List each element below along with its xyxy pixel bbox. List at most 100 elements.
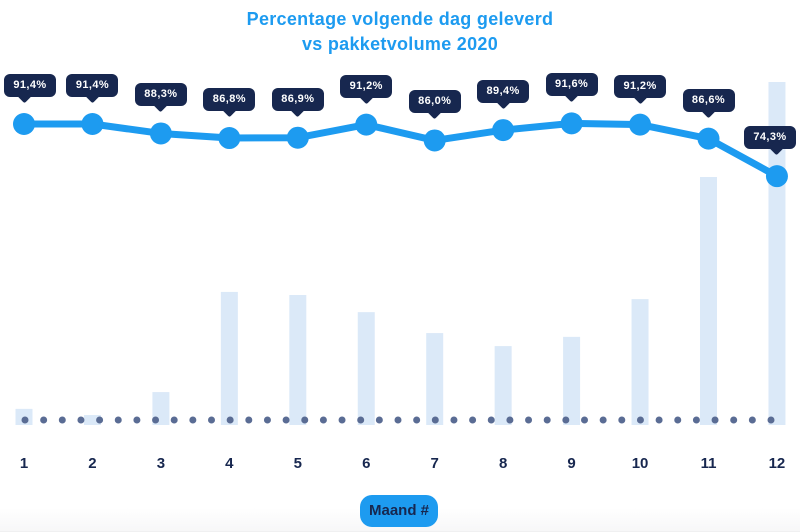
baseline-dot: [618, 416, 626, 424]
baseline-dot: [767, 416, 775, 424]
volume-bar: [631, 299, 649, 425]
baseline-dot: [375, 416, 383, 424]
baseline-dot: [506, 416, 514, 424]
chart-title-line1: Percentage volgende dag geleverd: [246, 9, 554, 29]
baseline-dot: [487, 416, 495, 424]
baseline-dot: [77, 416, 85, 424]
badge-label: 86,6%: [691, 93, 726, 106]
volume-bar: [426, 333, 444, 425]
baseline-dot: [450, 416, 458, 424]
baseline-dot: [730, 416, 738, 424]
volume-bar: [494, 346, 512, 425]
value-badge-9: 91,6%: [545, 73, 598, 103]
x-axis-label-1: 1: [19, 455, 29, 472]
value-badge-6: 91,2%: [340, 74, 393, 104]
badge-label: 74,3%: [753, 131, 787, 144]
line-point: [149, 122, 172, 145]
baseline-dot: [189, 416, 197, 424]
x-axis-label-12: 12: [768, 455, 786, 472]
volume-bar: [289, 295, 307, 425]
line-point: [423, 129, 446, 152]
x-axis-label-3: 3: [156, 455, 166, 472]
baseline-dot: [208, 416, 215, 424]
badge-label: 86,8%: [212, 93, 246, 106]
baseline-dot: [40, 416, 48, 424]
percentage-line: [20, 119, 781, 180]
baseline-dot: [263, 416, 271, 424]
baseline-dot: [133, 416, 141, 424]
baseline-dot: [301, 416, 309, 424]
x-axis-label-7: 7: [430, 455, 439, 472]
volume-bar: [83, 415, 101, 425]
badge-label: 91,4%: [75, 79, 110, 91]
baseline-dot: [692, 416, 700, 424]
chart-title-line2: vs pakketvolume 2020: [301, 34, 499, 54]
line-point: [765, 165, 788, 188]
x-axis-label-9: 9: [567, 455, 576, 472]
baseline-dot: [711, 416, 719, 424]
badge-label: 91,2%: [623, 79, 657, 92]
x-axis-label-6: 6: [362, 455, 371, 472]
value-badge-1: 91,4%: [4, 74, 56, 104]
baseline-dot: [319, 416, 327, 424]
baseline-dot: [636, 416, 644, 424]
value-badge-4: 86,8%: [203, 88, 256, 118]
volume-bar: [563, 336, 581, 425]
badge-label: 86,0%: [418, 95, 452, 108]
line-point: [286, 126, 309, 149]
volume-bar: [357, 312, 375, 425]
baseline-dot: [655, 416, 663, 424]
value-badge-5: 86,9%: [271, 87, 324, 117]
baseline-dot: [226, 416, 234, 424]
baseline-dot: [170, 416, 178, 424]
line-point: [218, 127, 241, 150]
x-axis-label-11: 11: [700, 455, 717, 472]
value-badge-12: 74,3%: [744, 126, 796, 156]
baseline-dot: [431, 416, 439, 424]
x-axis-label-2: 2: [88, 455, 97, 472]
value-badge-11: 86,6%: [682, 88, 735, 118]
baseline-dot: [114, 416, 122, 424]
x-axis-label-10: 10: [631, 455, 649, 472]
volume-bar: [700, 177, 717, 425]
baseline-dot: [357, 416, 365, 424]
baseline-dot: [525, 416, 533, 424]
line-point: [81, 113, 104, 135]
badge-label: 89,4%: [486, 85, 520, 98]
baseline-dot: [748, 416, 756, 424]
baseline-dot: [21, 416, 29, 424]
value-badge-7: 86,0%: [408, 90, 461, 120]
baseline-dot: [338, 416, 346, 424]
baseline-dot: [152, 416, 160, 424]
baseline-dot: [282, 416, 290, 424]
badge-label: 91,2%: [349, 79, 383, 92]
baseline-dot: [599, 416, 607, 424]
chart-title: Percentage volgende dag geleverd vs pakk…: [0, 7, 800, 57]
baseline-dot: [245, 416, 253, 424]
baseline-dot: [543, 416, 551, 424]
line-point: [355, 113, 378, 136]
x-axis-title-badge: Maand #: [360, 495, 438, 527]
badge-label: 91,4%: [13, 79, 47, 91]
baseline-dot: [469, 416, 477, 424]
badge-label: 91,6%: [554, 78, 589, 91]
x-axis-label-5: 5: [293, 455, 302, 472]
line-point: [697, 127, 720, 150]
line-point: [629, 113, 652, 136]
baseline-dot: [58, 416, 66, 424]
baseline-dot: [581, 416, 588, 424]
value-badge-8: 89,4%: [477, 80, 530, 110]
badge-label: 88,3%: [144, 88, 178, 101]
baseline-dot: [413, 416, 421, 424]
value-badge-3: 88,3%: [134, 83, 187, 113]
value-badge-2: 91,4%: [66, 74, 119, 104]
baseline-dot: [96, 416, 104, 424]
line-point: [492, 119, 515, 142]
line-point: [560, 112, 583, 135]
badge-label: 86,9%: [281, 92, 315, 105]
value-badge-10: 91,2%: [614, 74, 667, 104]
x-axis-label-4: 4: [225, 455, 234, 472]
baseline-dot: [674, 416, 682, 424]
line-point: [13, 113, 35, 135]
